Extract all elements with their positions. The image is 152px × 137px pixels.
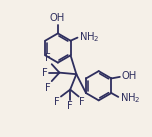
Text: F: F xyxy=(45,83,51,93)
Text: F: F xyxy=(45,53,51,63)
Text: F: F xyxy=(79,97,85,107)
Text: OH: OH xyxy=(50,13,65,23)
Text: F: F xyxy=(67,101,73,111)
Text: NH$_2$: NH$_2$ xyxy=(120,92,140,105)
Text: NH$_2$: NH$_2$ xyxy=(79,30,99,44)
Text: OH: OH xyxy=(121,71,137,81)
Text: F: F xyxy=(54,97,60,107)
Text: F: F xyxy=(42,68,48,78)
